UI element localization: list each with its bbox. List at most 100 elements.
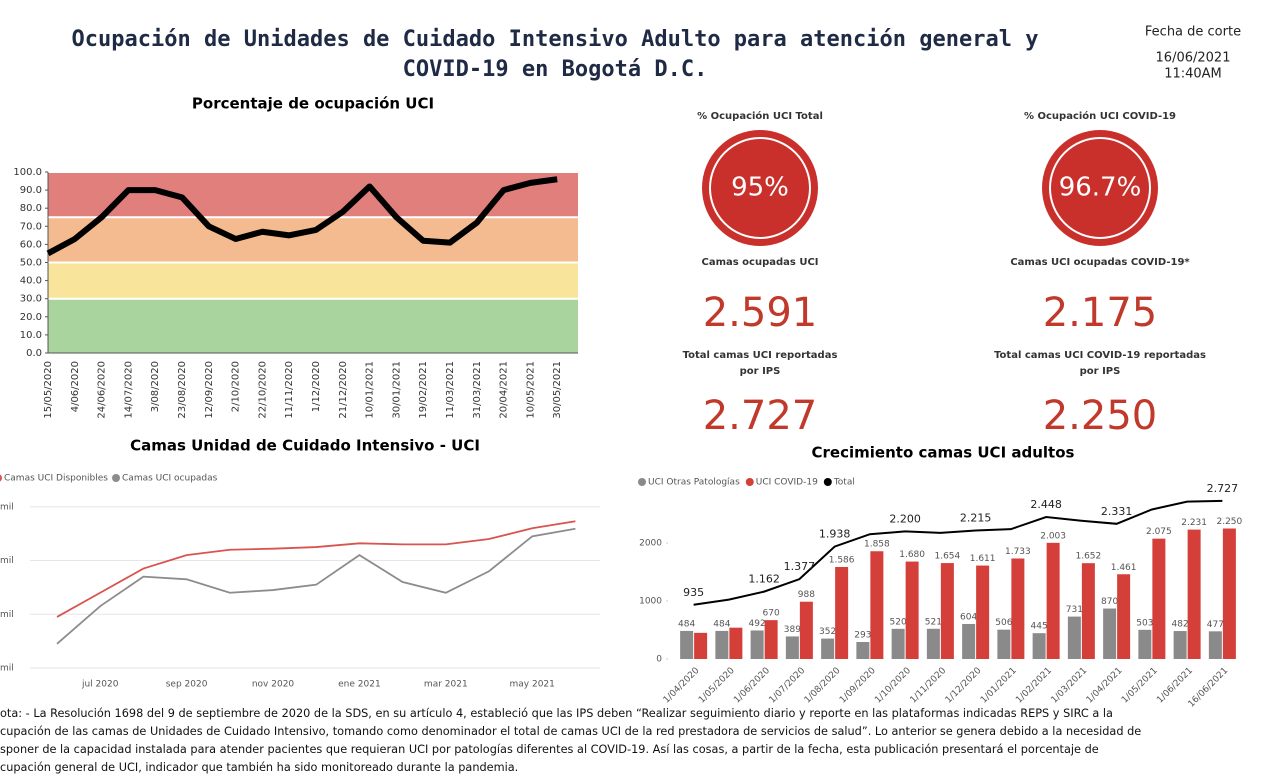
legend-dot [823,478,832,486]
bar [870,551,884,659]
data-label: 2.200 [889,512,921,525]
kpi-value: 2.250 [1043,393,1158,439]
bar [1187,529,1201,659]
x-tick-label: 11/03/2021 [445,361,456,419]
x-tick-label: 31/03/2021 [472,361,483,419]
line [693,499,1223,606]
bar [1081,563,1095,659]
data-label: 1.377 [784,560,816,573]
x-tick-label: nov 2020 [252,680,295,690]
data-label: 506 [995,618,1012,628]
x-tick-label: 1/05/2020 [697,666,737,706]
legend-dot [112,474,121,482]
x-tick-label: 1/04/2020 [662,666,702,706]
y-tick-label: mil [0,556,14,566]
data-label: 477 [1207,620,1224,630]
y-tick-label: 70.0 [20,221,42,232]
data-label: 1.858 [864,540,890,550]
kpi-label: % Ocupación UCI Total [697,110,823,122]
y-tick-label: mil [0,502,14,512]
bar [750,630,764,659]
bar [1117,574,1131,659]
x-tick-label: 30/01/2021 [391,361,402,419]
data-label: 484 [713,619,730,629]
x-tick-label: 1/07/2020 [768,666,808,706]
kpi-label: por IPS [1080,366,1121,377]
data-label: 1.680 [899,550,925,560]
y-tick-label: 30.0 [20,294,42,305]
data-label: 1.654 [934,552,960,562]
data-label: 1.162 [748,573,780,586]
x-tick-label: 1/05/2021 [1120,666,1160,706]
x-tick-label: 12/09/2020 [204,361,215,419]
data-label: 604 [960,612,977,622]
y-tick-label: 40.0 [20,276,42,287]
data-label: 1.586 [829,556,855,566]
band [48,217,578,263]
data-label: 2.231 [1181,518,1207,528]
gauge-ring [709,137,811,239]
kpi-value: 2.727 [703,393,818,439]
y-tick-label: mil [0,610,14,620]
legend-dot [638,478,646,486]
x-tick-label: 1/12/2020 [311,361,322,412]
x-tick-label: 1/11/2020 [909,666,949,706]
data-label: 870 [1101,597,1118,607]
data-label: 731 [1066,605,1083,615]
bar [940,563,954,659]
kpi-label: Camas UCI ocupadas COVID-19* [1010,257,1190,268]
note-line: cupación de las camas de Unidades de Cui… [0,725,1141,738]
gauge [1042,130,1158,246]
x-tick-label: 14/07/2020 [123,361,134,419]
x-tick-label: 10/01/2021 [365,361,376,419]
bar [997,629,1011,659]
x-tick-label: 21/12/2020 [338,361,349,419]
x-tick-label: 4/06/2020 [70,361,81,412]
kpi-label: Total camas UCI reportadas [683,350,838,361]
x-tick-label: 15/05/2020 [43,361,54,419]
x-tick-label: 1/10/2020 [873,666,913,706]
data-label: 520 [890,617,907,627]
bar [835,567,849,659]
legend-label: Camas UCI Disponibles [4,474,108,484]
data-label: 484 [678,619,695,629]
bar [962,623,976,659]
data-label: 293 [854,631,871,641]
bar [1138,629,1152,659]
kpi-label: Camas ocupadas UCI [701,257,818,268]
bar [1032,633,1046,659]
data-label: 1.611 [970,554,996,564]
date: 16/06/2021 [1156,51,1231,66]
x-tick-label: 1/12/2020 [944,666,984,706]
y-tick-label: 60.0 [20,239,42,250]
x-tick-label: ene 2021 [338,680,381,690]
x-tick-label: 3/08/2020 [150,361,161,412]
data-label: 1.733 [1005,547,1031,557]
data-label: 352 [819,627,836,637]
bar [1152,538,1166,659]
kpi-value: 2.591 [703,290,818,336]
x-tick-label: 22/10/2020 [257,361,268,419]
note-line: sponer de la capacidad instalada para at… [0,743,1099,756]
bar [1103,608,1117,659]
x-tick-label: 1/06/2020 [732,666,772,706]
line [46,176,558,257]
y-tick-label: 80.0 [20,203,42,214]
chart-title: Porcentaje de ocupación UCI [192,95,434,113]
data-label: 670 [763,609,780,619]
chart-title: Camas Unidad de Cuidado Intensivo - UCI [130,437,480,455]
note-line: cupación general de UCI, indicador que t… [0,761,518,774]
legend-dot [0,474,2,482]
data-label: 2.250 [1216,517,1242,527]
legend-label: Total [833,478,855,488]
x-tick-label: 1/09/2020 [838,666,878,706]
data-label: 2.331 [1101,505,1133,518]
y-tick-label: mil [0,664,14,674]
data-label: 492 [749,619,766,629]
x-tick-label: 1/04/2021 [1085,666,1125,706]
x-tick-label: 1/01/2021 [979,666,1019,706]
gauge [702,130,818,246]
kpi-value: 2.175 [1043,290,1158,336]
y-tick-label: 1000 [639,597,662,607]
data-label: 389 [784,625,801,635]
